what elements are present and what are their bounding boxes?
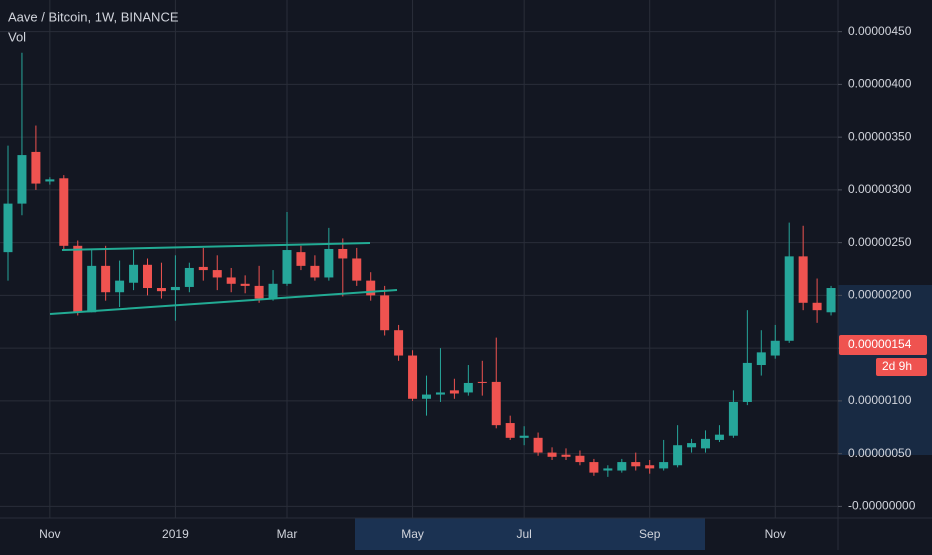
candle-body xyxy=(59,178,69,246)
candle-body xyxy=(603,468,613,471)
candle-body xyxy=(687,443,697,448)
candle-body xyxy=(714,434,724,440)
candle-body xyxy=(449,390,459,394)
candle-body xyxy=(561,454,571,457)
candle-body xyxy=(143,264,152,289)
candle-body xyxy=(240,283,250,286)
candle-body xyxy=(296,252,306,266)
chart-title: Aave / Bitcoin, 1W, BINANCE xyxy=(8,9,179,24)
candle-body xyxy=(45,179,55,182)
axis-highlight xyxy=(355,518,705,550)
candle-body xyxy=(728,401,738,436)
candle-body xyxy=(491,381,501,426)
y-tick-label: 0.00000300 xyxy=(848,182,912,196)
candle-body xyxy=(533,437,543,453)
countdown: 2d 9h xyxy=(882,359,912,373)
countdown-box xyxy=(876,358,927,376)
candle-body xyxy=(519,435,529,438)
candle-body xyxy=(380,295,390,331)
y-tick-label: 0.00000350 xyxy=(848,129,912,143)
candle-body xyxy=(17,155,27,204)
candle-body xyxy=(812,302,822,311)
candle-body xyxy=(87,265,97,313)
candle-body xyxy=(352,258,362,281)
candle-body xyxy=(826,288,836,313)
candle-body xyxy=(198,266,208,271)
x-tick-label: Jul xyxy=(516,527,531,541)
candle-body xyxy=(756,352,766,366)
candle-body xyxy=(575,455,585,463)
y-tick-label: -0.00000000 xyxy=(848,499,916,513)
candle-body xyxy=(435,392,445,395)
candle-body xyxy=(505,423,515,438)
x-tick-label: Nov xyxy=(39,527,60,541)
price-label: 0.00000154 xyxy=(848,337,912,351)
candle-body xyxy=(338,248,348,259)
indicator-label: Vol xyxy=(8,29,26,44)
candle-body xyxy=(31,151,41,184)
candle-body xyxy=(477,381,487,383)
candle-body xyxy=(268,283,278,299)
y-tick-label: 0.00000250 xyxy=(848,235,912,249)
y-tick-label: 0.00000200 xyxy=(848,288,912,302)
grid xyxy=(0,0,838,518)
candle-body xyxy=(73,245,83,313)
candle-body xyxy=(770,340,780,356)
candle-body xyxy=(324,248,334,278)
candle-body xyxy=(422,394,431,399)
y-tick-label: 0.00000100 xyxy=(848,393,912,407)
x-tick-label: Sep xyxy=(639,527,661,541)
candle-body xyxy=(170,286,180,291)
candle-body xyxy=(226,277,236,284)
candle-body xyxy=(701,438,710,449)
candle-body xyxy=(129,264,139,283)
y-tick-label: 0.00000450 xyxy=(848,24,912,38)
candle-body xyxy=(617,462,627,471)
candle-body xyxy=(212,270,222,278)
y-tick-label: 0.00000400 xyxy=(848,77,912,91)
trend-line[interactable] xyxy=(49,289,398,315)
candle-body xyxy=(784,256,794,341)
x-tick-label: 2019 xyxy=(162,527,189,541)
candle-body xyxy=(463,382,473,393)
candle-body xyxy=(282,250,292,284)
candle-body xyxy=(310,265,320,278)
candle-body xyxy=(645,465,655,469)
candle-body xyxy=(673,445,683,466)
candle-body xyxy=(659,462,669,469)
candle-body xyxy=(589,462,599,473)
y-tick-label: 0.00000050 xyxy=(848,446,912,460)
candle-body xyxy=(547,452,557,457)
candle-body xyxy=(101,265,111,293)
x-tick-label: Nov xyxy=(765,527,786,541)
candle-body xyxy=(742,362,752,402)
candle-body xyxy=(184,267,194,287)
candles xyxy=(3,52,836,477)
candle-body xyxy=(156,288,166,292)
candle-body xyxy=(366,280,376,296)
candle-body xyxy=(394,330,404,356)
trend-line[interactable] xyxy=(61,242,371,251)
candle-body xyxy=(115,280,125,293)
candle-body xyxy=(254,285,264,299)
candle-body xyxy=(3,203,13,253)
candle-body xyxy=(408,355,418,399)
price-label-box xyxy=(839,335,927,355)
x-tick-label: Mar xyxy=(277,527,298,541)
x-tick-label: May xyxy=(401,527,424,541)
candle-body xyxy=(631,462,641,467)
candle-body xyxy=(798,256,808,303)
